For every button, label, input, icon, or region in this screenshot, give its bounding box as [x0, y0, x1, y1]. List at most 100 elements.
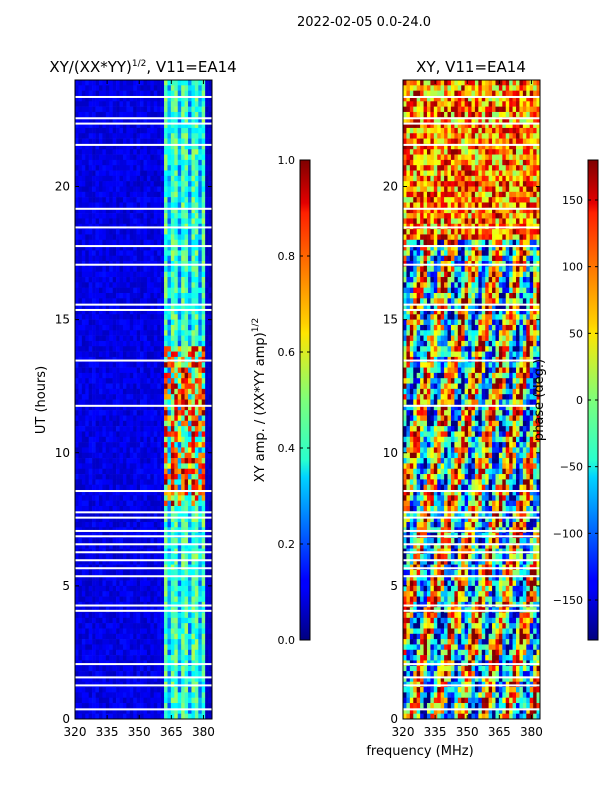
amp-cell — [137, 415, 141, 421]
amp-cell — [188, 586, 192, 592]
amp-cell — [195, 437, 199, 443]
amp-cell — [133, 181, 137, 187]
amp-cell — [85, 293, 89, 299]
amp-cell — [198, 293, 202, 299]
amp-cell — [85, 240, 89, 246]
amp-cell — [195, 325, 199, 331]
amp-cell — [92, 155, 96, 161]
x-tick-label: 365 — [160, 725, 183, 739]
amp-cell — [120, 341, 124, 347]
amp-cell — [195, 288, 199, 294]
amp-cell — [96, 298, 100, 304]
amp-cell — [113, 192, 117, 198]
amp-cell — [133, 250, 137, 256]
amp-cell — [82, 415, 86, 421]
amp-cell — [202, 202, 206, 208]
amp-cell — [106, 288, 110, 294]
amp-cell — [167, 495, 171, 501]
amp-cell — [164, 213, 168, 219]
amp-cell — [185, 474, 189, 480]
amp-cell — [191, 389, 195, 395]
amp-cell — [185, 698, 189, 704]
amp-cell — [120, 437, 124, 443]
amp-cell — [78, 506, 82, 512]
amp-cell — [78, 176, 82, 182]
amp-cell — [150, 447, 154, 453]
amp-cell — [109, 628, 113, 634]
amp-cell — [102, 378, 106, 384]
amp-cell — [102, 650, 106, 656]
amp-cell — [195, 139, 199, 145]
amp-cell — [181, 293, 185, 299]
amp-cell — [120, 277, 124, 283]
amp-cell — [133, 458, 137, 464]
amp-cell — [181, 639, 185, 645]
amp-cell — [167, 133, 171, 139]
amp-cell — [113, 485, 117, 491]
amp-cell — [106, 298, 110, 304]
amp-cell — [92, 650, 96, 656]
amp-cell — [106, 80, 110, 86]
amp-cell — [113, 197, 117, 203]
amp-cell — [185, 192, 189, 198]
amp-cell — [78, 298, 82, 304]
amp-cell — [120, 586, 124, 592]
amp-cell — [140, 368, 144, 374]
amp-cell — [75, 165, 79, 171]
amp-cell — [113, 501, 117, 507]
amp-cell — [116, 330, 120, 336]
amp-cell — [147, 400, 151, 406]
phase-cell — [468, 85, 472, 91]
amp-cell — [120, 336, 124, 342]
amp-cell — [106, 698, 110, 704]
amp-cell — [92, 666, 96, 672]
amp-cell — [161, 426, 165, 432]
amp-cell — [198, 666, 202, 672]
amp-cell — [82, 272, 86, 278]
amp-cell — [102, 426, 106, 432]
amp-cell — [116, 506, 120, 512]
amp-cell — [181, 346, 185, 352]
amp-flag-gap — [75, 144, 212, 146]
amp-cell — [178, 160, 182, 166]
phase-cell — [441, 80, 445, 86]
amp-cell — [191, 160, 195, 166]
amp-cell — [102, 501, 106, 507]
amp-cell — [202, 623, 206, 629]
amp-cell — [174, 447, 178, 453]
amp-cell — [109, 522, 113, 528]
amp-cell — [150, 581, 154, 587]
amp-cell — [181, 314, 185, 320]
amp-cell — [144, 639, 148, 645]
amp-cell — [140, 181, 144, 187]
amp-cell — [123, 378, 127, 384]
amp-cell — [137, 692, 141, 698]
amp-cell — [130, 458, 134, 464]
amp-cell — [113, 703, 117, 709]
amp-cell — [133, 202, 137, 208]
amp-cell — [171, 85, 175, 91]
amp-cell — [92, 501, 96, 507]
amp-cell — [137, 469, 141, 475]
amp-cell — [102, 623, 106, 629]
amp-cell — [133, 495, 137, 501]
amp-cell — [85, 692, 89, 698]
amp-cell — [198, 394, 202, 400]
amp-cell — [150, 282, 154, 288]
amp-cell — [82, 346, 86, 352]
amp-cell — [96, 107, 100, 113]
amp-cell — [96, 155, 100, 161]
amp-cell — [147, 256, 151, 262]
amp-cell — [102, 538, 106, 544]
amp-cell — [140, 400, 144, 406]
amp-cell — [78, 368, 82, 374]
amp-cell — [157, 101, 161, 107]
amp-cell — [154, 293, 158, 299]
amp-cell — [157, 171, 161, 177]
amp-cell — [154, 389, 158, 395]
amp-cell — [185, 298, 189, 304]
amp-cell — [116, 581, 120, 587]
amp-cell — [144, 650, 148, 656]
amp-cell — [126, 437, 130, 443]
amp-cell — [126, 389, 130, 395]
